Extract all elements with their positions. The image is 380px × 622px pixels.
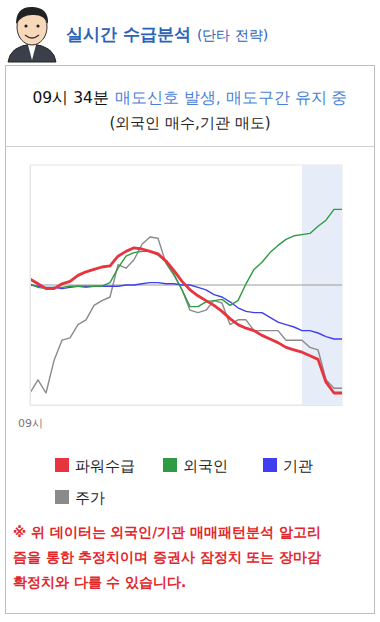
- y-axis-line: [30, 166, 31, 406]
- legend-label: 외국인: [183, 457, 228, 475]
- avatar-suit: [8, 44, 56, 62]
- avatar-eye: [36, 24, 39, 27]
- note-line: 즘을 통한 추정치이며 증권사 잠정치 또는 장마감: [13, 549, 321, 565]
- signal-message: 매도신호 발생, 매도구간 유지 중: [115, 89, 348, 107]
- signal-time: 09시 34분: [32, 89, 108, 107]
- x-tick: 09시: [18, 405, 43, 430]
- x-tick-label: 09시: [18, 417, 43, 430]
- signal-detail: (외국인 매수,기관 매도): [109, 114, 270, 132]
- legend-item: 외국인: [163, 457, 228, 475]
- legend-item: 파워수급: [55, 457, 135, 475]
- x-axis: 09시: [18, 405, 343, 430]
- separator: [6, 146, 374, 147]
- legend-swatch: [263, 458, 277, 472]
- x-axis-line: [31, 405, 343, 406]
- plot-area: [30, 165, 342, 405]
- subtitle: (단타 전략): [197, 27, 268, 43]
- avatar-eye: [24, 24, 27, 27]
- legend-label: 주가: [75, 489, 105, 507]
- y-axis: [30, 166, 32, 406]
- legend-label: 기관: [283, 457, 313, 475]
- panel-border: [6, 66, 375, 614]
- plot-frame: [30, 165, 342, 405]
- legend-item: 주가: [55, 489, 105, 507]
- legend-swatch: [163, 458, 177, 472]
- avatar-mouth: [25, 35, 39, 38]
- page: 실시간 수급분석 (단타 전략) 09시 34분 매도신호 발생, 매도구간 유지 중…: [0, 0, 380, 622]
- legend-item: 기관: [263, 457, 313, 475]
- legend-swatch: [55, 458, 69, 472]
- series-line: [30, 248, 342, 393]
- legend: 파워수급 외국인 기관주가: [55, 457, 313, 507]
- legend-label: 파워수급: [75, 457, 135, 475]
- series-line: [30, 237, 342, 393]
- avatar-shirt: [28, 45, 36, 60]
- avatar: [8, 7, 56, 62]
- series-line: [30, 283, 342, 339]
- signal-line: 09시 34분 매도신호 발생, 매도구간 유지 중: [32, 89, 347, 107]
- note-line: 확정치와 다를 수 있습니다.: [13, 574, 186, 590]
- note: ※ 위 데이터는 외국인/기관 매매패턴분석 알고리즘을 통한 추정치이며 증권…: [13, 524, 321, 590]
- legend-swatch: [55, 490, 69, 504]
- avatar-hair: [16, 7, 48, 24]
- series-line: [30, 209, 342, 306]
- title: 실시간 수급분석: [66, 24, 191, 44]
- note-line: ※ 위 데이터는 외국인/기관 매매패턴분석 알고리: [13, 524, 321, 540]
